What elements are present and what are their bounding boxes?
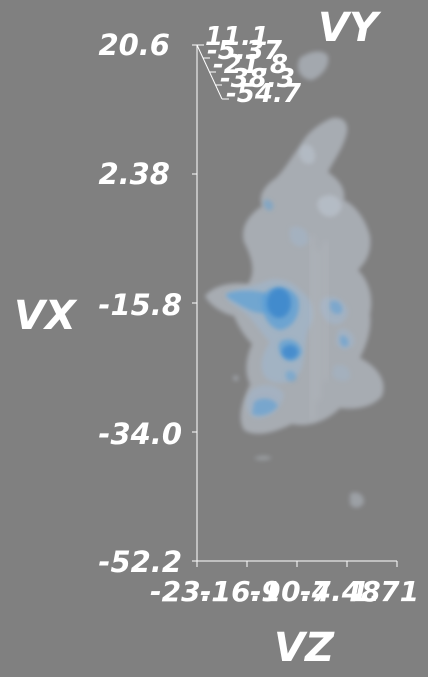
axes-frame <box>192 44 398 567</box>
core-blob <box>267 288 291 318</box>
vy-tick-label: -38.3 <box>220 64 295 94</box>
vy-tick-label: -5.37 <box>207 36 282 66</box>
vx-tick-label: -15.8 <box>98 288 182 322</box>
isosurface-outer-shell <box>205 51 384 508</box>
vx-tick-label: 20.6 <box>98 28 170 62</box>
vy-tick-label: 11.1 <box>205 22 270 52</box>
vz-tick-label: -10.7 <box>250 575 331 608</box>
core-blob <box>282 345 298 359</box>
isosurface-core <box>267 288 298 359</box>
vz-tick-label: -4.48 <box>300 575 381 608</box>
vx-tick-label: -34.0 <box>98 417 182 451</box>
vz-tick-label: -16.9 <box>200 575 281 608</box>
vz-tick-label: -23.1 <box>150 575 231 608</box>
vy-tick-label: -54.7 <box>226 79 301 109</box>
vx-axis-title: VX <box>14 293 76 339</box>
vz-axis-title: VZ <box>274 625 334 671</box>
vx-tick-label: -52.2 <box>98 545 182 579</box>
vz-tick-label: 1.71 <box>350 575 420 608</box>
vy-axis-title: VY <box>318 5 378 51</box>
vy-tick-label: -21.8 <box>213 50 288 80</box>
vx-tick-label: 2.38 <box>98 157 170 191</box>
surface-highlights <box>311 236 327 420</box>
